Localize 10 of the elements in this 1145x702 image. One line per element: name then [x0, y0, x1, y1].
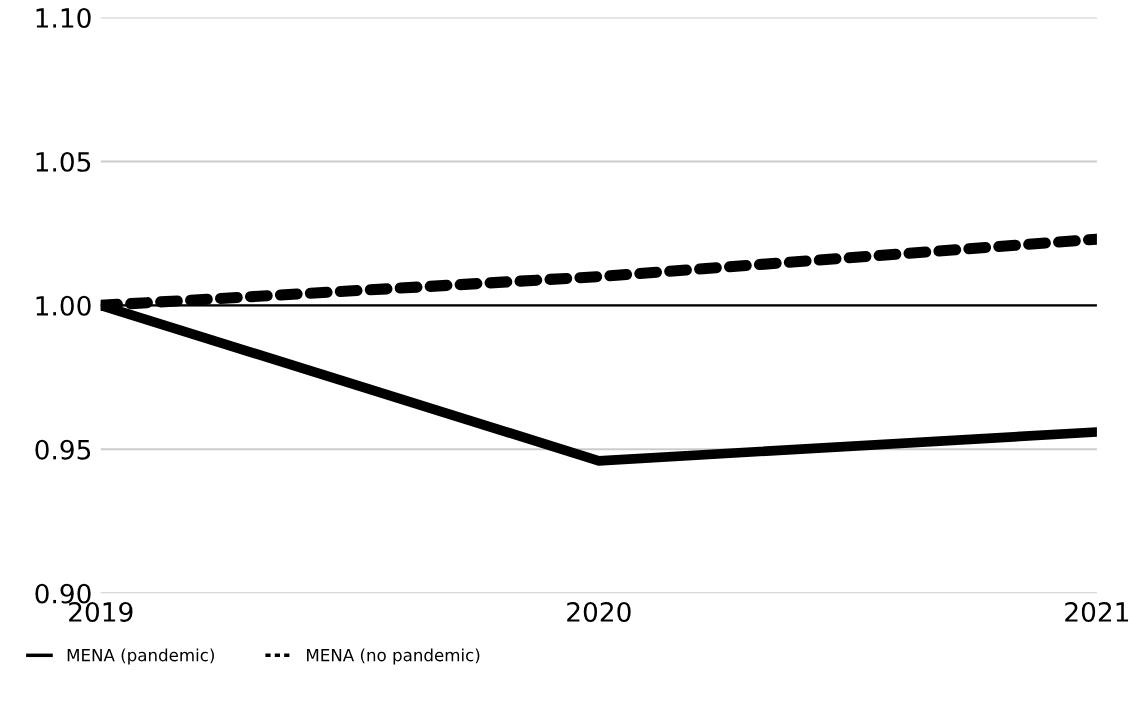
x-tick-label: 2020: [567, 601, 631, 622]
legend-label: MENA (pandemic): [67, 648, 214, 665]
y-tick-label: 0.95: [35, 439, 91, 460]
y-tick-label: 1.10: [36, 7, 91, 28]
x-tick-label: 2019: [69, 601, 133, 622]
y-tick-label: 1.05: [36, 151, 91, 172]
y-tick-label: 0.90: [35, 583, 91, 604]
y-tick-label: 1.00: [36, 295, 91, 316]
legend-label: MENA (no pandemic): [307, 648, 480, 665]
x-tick-label: 2021: [1065, 601, 1129, 622]
